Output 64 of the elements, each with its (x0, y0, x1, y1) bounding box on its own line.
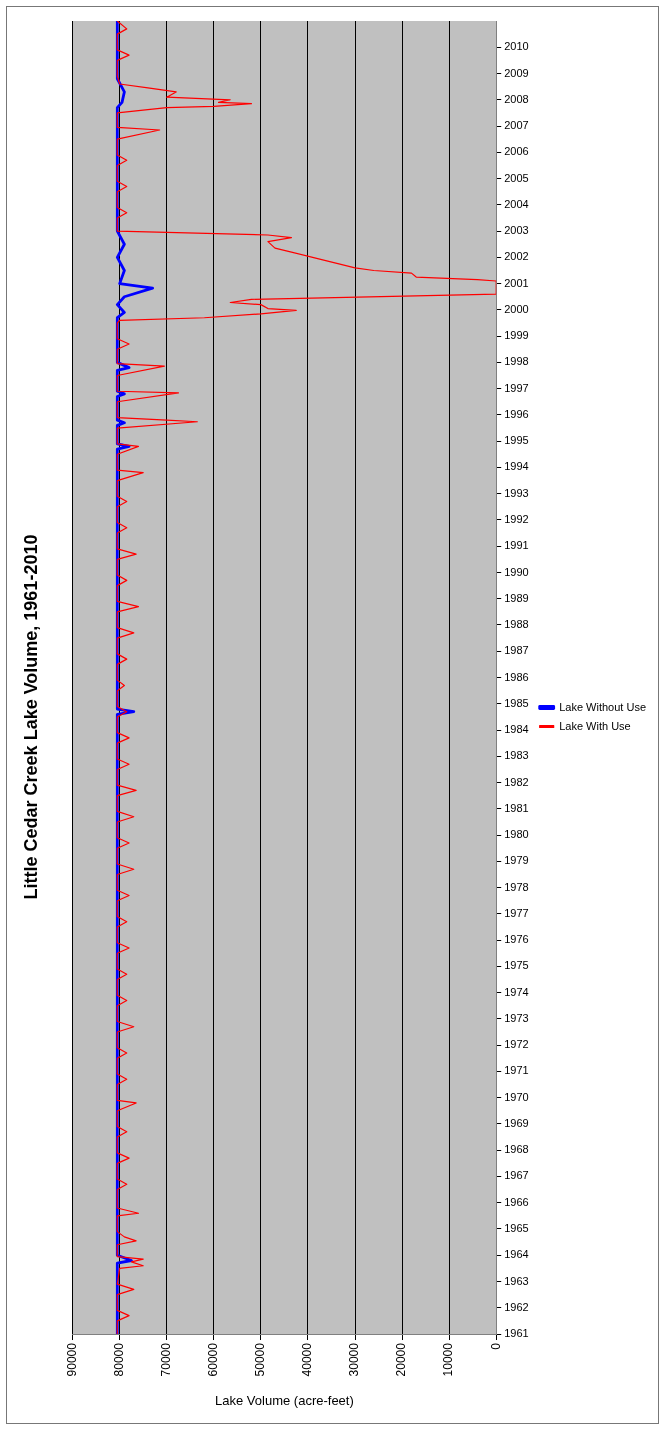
y-tick-label: 1979 (504, 854, 529, 867)
y-tick-label: 1965 (504, 1222, 529, 1235)
y-tick-label: 1981 (504, 801, 529, 814)
y-tick-label: 1986 (504, 670, 529, 683)
y-tick-label: 1975 (504, 959, 529, 972)
y-tick-label: 1974 (504, 985, 529, 998)
y-tick-label: 1970 (504, 1090, 529, 1103)
y-tick-label: 1963 (504, 1274, 529, 1287)
y-tick-label: 1971 (504, 1064, 529, 1077)
y-tick-label: 1980 (504, 828, 529, 841)
y-tick-label: 1972 (504, 1038, 529, 1051)
x-tick-label: 80000 (111, 1342, 126, 1377)
x-tick-label: 40000 (300, 1342, 315, 1377)
y-tick-label: 1964 (504, 1248, 529, 1261)
y-tick-label: 2010 (504, 40, 529, 53)
y-tick-label: 2001 (504, 276, 529, 289)
y-tick-label: 2000 (504, 302, 529, 315)
y-tick-label: 1978 (504, 880, 529, 893)
y-tick-label: 1968 (504, 1143, 529, 1156)
y-tick-label: 1998 (504, 355, 529, 368)
y-tick-label: 1967 (504, 1169, 529, 1182)
y-tick-label: 1989 (504, 591, 529, 604)
y-tick-label: 2005 (504, 171, 529, 184)
y-tick-label: 1992 (504, 512, 529, 525)
x-tick-label: 90000 (64, 1342, 79, 1377)
legend-label: Lake With Use (559, 719, 631, 732)
y-tick-label: 2004 (504, 197, 529, 210)
y-tick-label: 1977 (504, 906, 529, 919)
x-tick-label: 50000 (253, 1342, 268, 1377)
y-tick-label: 1969 (504, 1116, 529, 1129)
y-tick-label: 1973 (504, 1011, 529, 1024)
legend-label: Lake Without Use (559, 700, 647, 713)
y-tick-label: 1994 (504, 460, 529, 473)
y-tick-label: 1984 (504, 723, 529, 736)
x-tick-label: 10000 (441, 1342, 456, 1377)
y-tick-label: 1991 (504, 539, 529, 552)
y-tick-label: 1996 (504, 407, 529, 420)
y-tick-label: 1962 (504, 1300, 529, 1313)
y-tick-label: 1999 (504, 329, 529, 342)
y-tick-label: 2002 (504, 250, 529, 263)
y-tick-label: 1995 (504, 434, 529, 447)
y-tick-label: 1987 (504, 644, 529, 657)
x-tick-label: 70000 (159, 1342, 174, 1377)
y-tick-label: 1988 (504, 618, 529, 631)
text: Little Cedar Creek Lake Volume, 1961-2010 (20, 534, 41, 900)
y-tick-label: 1990 (504, 565, 529, 578)
y-tick-label: 1976 (504, 933, 529, 946)
y-tick-label: 1983 (504, 749, 529, 762)
x-tick-label: 30000 (347, 1342, 362, 1377)
y-tick-label: 2008 (504, 92, 529, 105)
y-tick-label: 1985 (504, 696, 529, 709)
x-axis-title: Lake Volume (acre-feet) (215, 1392, 354, 1408)
y-tick-label: 2003 (504, 224, 529, 237)
y-tick-label: 1997 (504, 381, 529, 394)
y-tick-label: 1966 (504, 1195, 529, 1208)
y-tick-label: 2006 (504, 145, 529, 158)
y-tick-label: 2007 (504, 119, 529, 132)
y-tick-label: 1961 (504, 1327, 529, 1340)
y-tick-label: 2009 (504, 66, 529, 79)
y-tick-label: 1982 (504, 775, 529, 788)
y-tick-label: 1993 (504, 486, 529, 499)
x-tick-label: 60000 (206, 1342, 221, 1377)
x-tick-label: 20000 (394, 1342, 409, 1377)
x-tick-label: 0 (488, 1342, 503, 1350)
